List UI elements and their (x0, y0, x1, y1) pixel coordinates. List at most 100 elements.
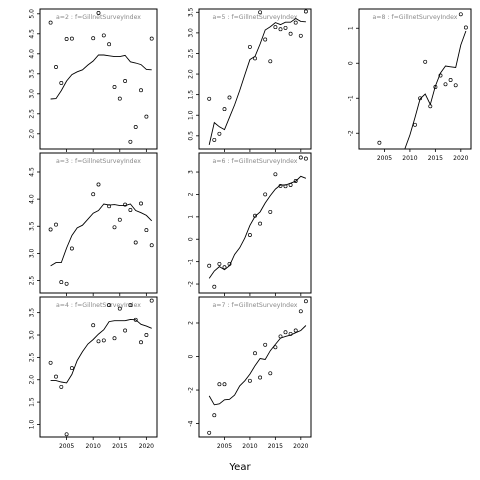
data-point (377, 140, 382, 145)
y-tick-label: 2.5 (29, 352, 36, 362)
data-point (69, 366, 74, 371)
data-point (59, 81, 64, 85)
data-point (139, 340, 143, 345)
panel-5: a=6 : f=GillnetSurveyIndex -2 -1 0 1 2 3 (188, 152, 312, 296)
x-tick-label: 2005 (59, 443, 74, 450)
data-point (463, 25, 468, 30)
y-tick-label: 2.5 (188, 49, 195, 59)
y-tick-label: 4.0 (29, 49, 36, 59)
y-tick-label: 3.0 (29, 330, 36, 340)
data-point (139, 201, 143, 206)
data-point (288, 183, 293, 187)
x-tick-label: 2010 (402, 155, 417, 162)
data-point (433, 85, 438, 89)
panel-frame (39, 296, 158, 438)
y-tick-label: 1.0 (29, 420, 36, 430)
data-point (64, 432, 69, 437)
y-tick-label: 3.0 (29, 248, 36, 258)
data-point (253, 56, 257, 61)
y-tick-label: 3 (188, 170, 195, 174)
y-tick-label: 3.0 (188, 28, 195, 38)
data-point (48, 360, 53, 365)
data-point (283, 25, 288, 30)
panel-title: a=6 : f=GillnetSurveyIndex (213, 158, 298, 165)
x-tick-label: 2005 (217, 443, 232, 450)
data-point (212, 137, 217, 142)
y-tick-label: 2 (188, 321, 195, 325)
data-point (288, 31, 293, 36)
data-point (123, 79, 128, 83)
data-point (298, 33, 303, 38)
y-tick-label: 1.5 (188, 90, 195, 100)
data-point (222, 107, 227, 112)
y-tick-label: 2.5 (29, 109, 36, 119)
data-point (293, 179, 298, 183)
data-point (303, 9, 308, 14)
y-tick-label: 1.0 (188, 110, 195, 120)
data-point (227, 261, 232, 266)
data-point (217, 261, 222, 266)
data-point (303, 299, 308, 304)
data-point (268, 209, 273, 214)
y-tick-label: 1 (188, 215, 195, 219)
data-point (54, 65, 58, 69)
data-point (112, 85, 117, 89)
data-point (149, 243, 154, 248)
fitted-line (404, 30, 467, 149)
data-point (263, 342, 268, 347)
data-point (443, 82, 448, 87)
y-tick-label: 0 (188, 237, 195, 241)
data-point (217, 131, 222, 136)
y-tick-label: 3.0 (29, 89, 36, 99)
data-point (101, 33, 106, 38)
x-tick-label: 2020 (139, 443, 154, 450)
data-point (123, 328, 128, 333)
data-point (253, 213, 257, 218)
data-point (212, 284, 217, 289)
data-point (112, 336, 117, 341)
panel-frame (198, 296, 312, 438)
data-point (144, 114, 149, 119)
data-point (64, 37, 69, 41)
fitted-line (208, 17, 306, 146)
data-point (273, 172, 278, 177)
data-point (283, 330, 288, 335)
data-point (101, 338, 106, 343)
y-tick-label: 0 (188, 354, 195, 358)
x-tick-label: 2010 (86, 443, 101, 450)
data-point (107, 204, 112, 209)
data-point (128, 303, 133, 308)
panel-6: a=4 : f=GillnetSurveyIndex 1.0 1.5 2.0 2.5 3.… (29, 296, 158, 450)
data-point (117, 306, 122, 311)
data-point (263, 192, 268, 197)
data-point (123, 202, 128, 207)
panel-title: a=7 : f=GillnetSurveyIndex (213, 302, 298, 309)
y-tick-label: 4.5 (29, 167, 36, 177)
y-tick-label: 1.5 (29, 397, 36, 407)
data-point (268, 59, 273, 64)
data-point (298, 155, 303, 160)
data-point (96, 11, 101, 15)
x-axis-label: Year (228, 462, 251, 473)
fitted-line (208, 325, 307, 406)
panel-3: a=8 : f=GillnetSurveyIndex -2 -1 0 1 2005 2010… (348, 8, 472, 162)
data-point (258, 10, 263, 15)
fitted-line (50, 203, 153, 267)
x-tick-label: 2010 (242, 443, 257, 450)
data-point (207, 263, 212, 268)
data-point (217, 382, 222, 387)
data-point (207, 430, 212, 435)
data-point (54, 374, 58, 379)
panel-frame (198, 8, 312, 150)
x-tick-label: 2015 (428, 155, 443, 162)
data-point (133, 317, 138, 322)
data-point (107, 42, 112, 47)
data-point (149, 298, 154, 303)
y-tick-label: 0 (348, 61, 355, 65)
panel-title: a=3 : f=GillnetSurveyIndex (56, 158, 141, 165)
data-point (278, 183, 283, 188)
y-tick-label: 3.5 (29, 308, 36, 318)
y-tick-label: 0.5 (188, 131, 195, 141)
data-point (293, 328, 298, 333)
data-point (212, 413, 217, 418)
